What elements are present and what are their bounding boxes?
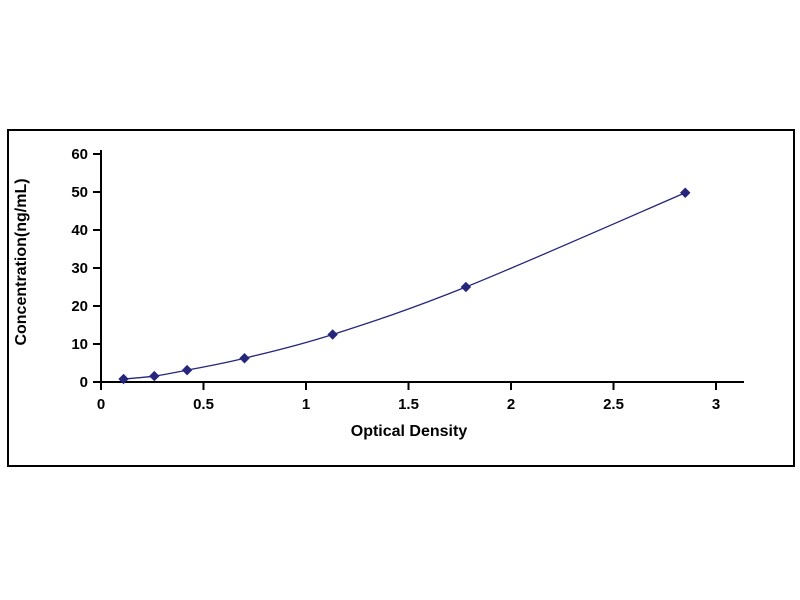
x-tick-label: 0 <box>97 396 105 413</box>
data-point-marker <box>118 373 129 385</box>
y-axis-title: Concentration(ng/mL) <box>13 178 30 346</box>
y-tick-label: 20 <box>71 298 88 315</box>
y-tick-label: 30 <box>71 260 88 277</box>
data-point-marker <box>460 281 472 293</box>
data-point-marker <box>327 329 338 340</box>
y-tick-label: 10 <box>71 336 88 353</box>
curve-line <box>123 192 686 380</box>
standard-curve-chart: 0 10 20 30 40 50 60 0 0.5 1 1.5 2 2.5 3 Concentration… <box>7 129 795 467</box>
y-tick-label: 0 <box>80 374 88 391</box>
plot-layer: 0 10 20 30 40 50 60 0 0.5 1 1.5 2 2.5 3 <box>71 146 744 413</box>
x-tick-label: 1.5 <box>398 396 419 413</box>
data-point-marker <box>680 187 691 198</box>
data-point-marker <box>149 370 160 382</box>
x-axis-title: Optical Density <box>350 423 468 440</box>
y-tick-label: 50 <box>71 184 88 201</box>
x-tick-label: 2 <box>507 396 515 413</box>
y-tick-label: 40 <box>71 222 88 239</box>
x-tick-label: 3 <box>712 396 720 413</box>
y-tick-label: 60 <box>71 146 88 163</box>
x-tick-label: 1 <box>302 396 310 413</box>
data-point-marker <box>239 353 250 364</box>
x-tick-label: 2.5 <box>603 396 624 413</box>
chart-canvas: 0 10 20 30 40 50 60 0 0.5 1 1.5 2 2.5 3 <box>71 146 744 413</box>
data-point-marker <box>181 364 193 376</box>
x-tick-label: 0.5 <box>193 396 214 413</box>
